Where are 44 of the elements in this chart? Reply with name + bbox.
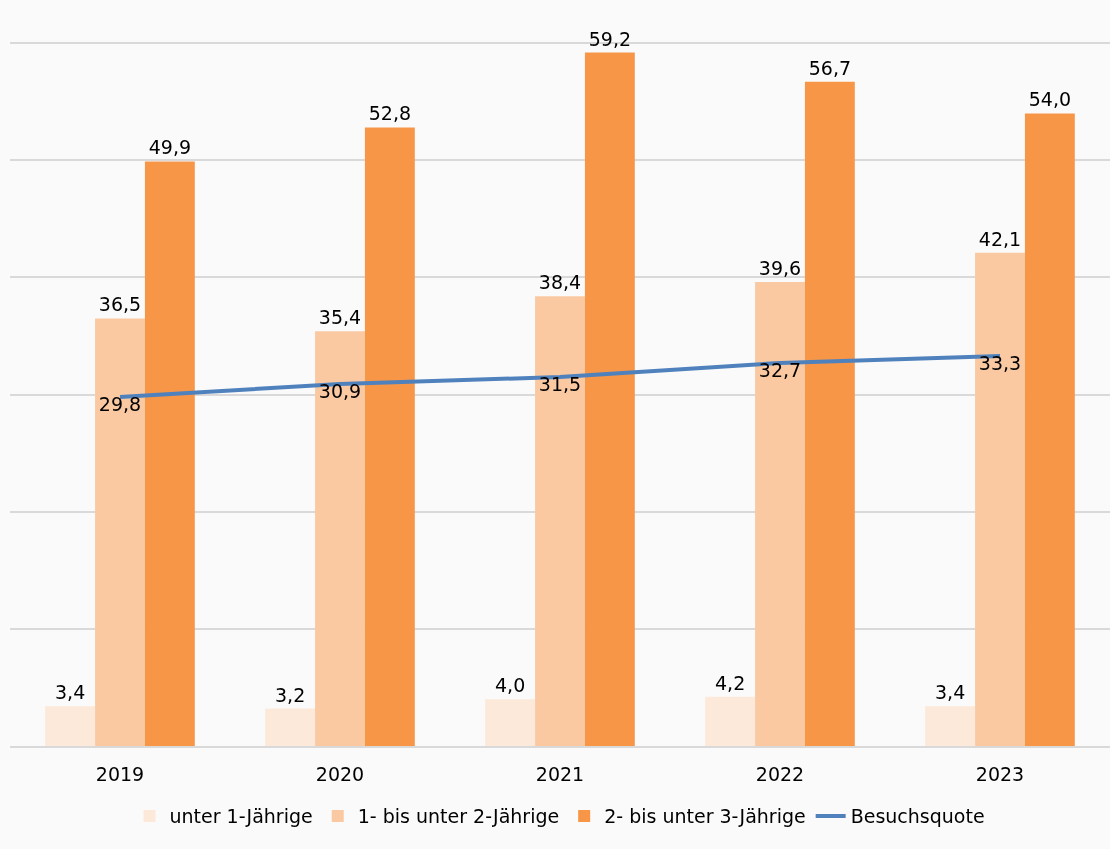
data-label: 4,0 bbox=[495, 674, 526, 697]
bar bbox=[45, 706, 96, 746]
data-label: 32,7 bbox=[758, 359, 802, 382]
bar bbox=[485, 699, 536, 746]
data-label: 42,1 bbox=[978, 227, 1022, 250]
bar bbox=[265, 708, 316, 746]
bar bbox=[925, 706, 976, 746]
bar bbox=[144, 161, 195, 746]
bar bbox=[95, 318, 145, 746]
bar bbox=[975, 252, 1025, 746]
legend-label: unter 1-Jährige bbox=[169, 805, 313, 828]
data-label: 3,4 bbox=[935, 681, 966, 704]
bar bbox=[1024, 113, 1075, 746]
data-label: 33,3 bbox=[978, 352, 1022, 375]
legend-label: 1- bis unter 2-Jährige bbox=[357, 805, 560, 828]
bar bbox=[535, 296, 585, 746]
data-label: 36,5 bbox=[98, 293, 142, 316]
bar bbox=[804, 81, 855, 746]
legend-label: Besuchsquote bbox=[850, 805, 985, 828]
data-label: 52,8 bbox=[368, 102, 412, 125]
data-label: 29,8 bbox=[98, 393, 142, 416]
bar bbox=[755, 282, 805, 746]
data-label: 31,5 bbox=[538, 373, 582, 396]
bar bbox=[315, 331, 365, 746]
data-label: 38,4 bbox=[538, 271, 582, 294]
x-tick-label: 2021 bbox=[535, 762, 585, 785]
data-label: 3,2 bbox=[275, 683, 306, 706]
data-label: 35,4 bbox=[318, 306, 362, 329]
data-label: 49,9 bbox=[148, 136, 192, 159]
x-tick-label: 2023 bbox=[975, 762, 1025, 785]
data-label: 59,2 bbox=[588, 27, 632, 50]
data-label: 4,2 bbox=[715, 671, 746, 694]
bar bbox=[705, 696, 756, 746]
data-label: 39,6 bbox=[758, 257, 802, 280]
legend-label: 2- bis unter 3-Jährige bbox=[604, 805, 806, 828]
x-tick-label: 2022 bbox=[755, 762, 805, 785]
bar bbox=[584, 52, 635, 746]
x-tick-label: 2019 bbox=[95, 762, 145, 785]
x-tick-label: 2020 bbox=[315, 762, 365, 785]
data-label: 54,0 bbox=[1028, 88, 1072, 111]
data-label: 30,9 bbox=[318, 380, 362, 403]
data-label: 56,7 bbox=[808, 56, 852, 79]
data-label: 3,4 bbox=[55, 681, 86, 704]
bar bbox=[364, 127, 415, 746]
